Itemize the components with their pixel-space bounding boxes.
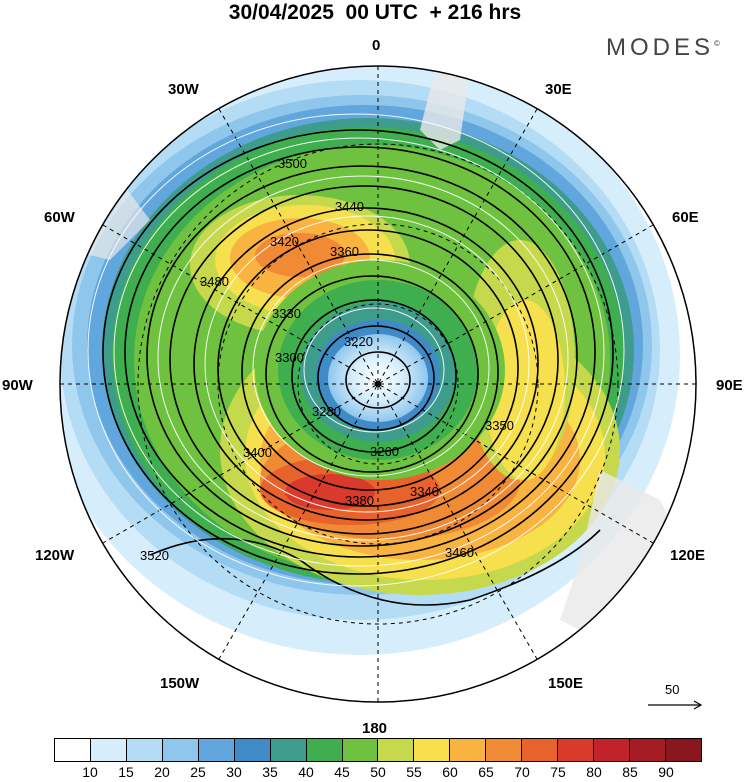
colorbar-swatch — [450, 739, 487, 761]
land-mass — [420, 66, 470, 150]
map-border — [59, 65, 697, 703]
colorbar-swatch — [234, 739, 271, 761]
colorbar-swatch — [414, 739, 451, 761]
map-title: 30/04/2025 00 UTC + 216 hrs — [228, 1, 522, 24]
contour-label: 3280 — [312, 404, 341, 419]
longitude-labels: 0 30E 60E 90E 120E 150E 180 150W 120W 90… — [2, 37, 743, 737]
colorbar-tick-label: 90 — [658, 764, 674, 780]
colorbar-swatch — [486, 739, 523, 761]
lon-label-90e: 90E — [716, 377, 743, 394]
colorbar-tick-label: 30 — [226, 764, 242, 780]
contour-label: 3340 — [410, 484, 439, 499]
contour-label: 3440 — [335, 199, 364, 214]
contour-label: 3350 — [485, 418, 514, 433]
colorbar-swatch — [522, 739, 559, 761]
colorbar-swatch — [126, 739, 163, 761]
colorbar-tick-label: 45 — [334, 764, 350, 780]
contour-label: 3500 — [278, 156, 307, 171]
contour-label: 3330 — [272, 306, 301, 321]
contour-label: 3360 — [330, 244, 359, 259]
colorbar-swatch — [342, 739, 379, 761]
contour-label: 3420 — [270, 234, 299, 249]
contour-labels: 3220 3260 3280 3300 3330 3340 3350 3360 … — [140, 156, 514, 563]
wind-reference-arrow — [648, 700, 703, 710]
colorbar-ticks: 10 15 20 25 30 35 40 45 50 55 60 65 70 75 80 85 90 — [54, 764, 702, 782]
contour-label: 3520 — [140, 548, 169, 563]
colorbar-tick-label: 25 — [190, 764, 206, 780]
colorbar-tick-label: 85 — [622, 764, 638, 780]
lon-label-150e: 150E — [548, 675, 583, 692]
brand-logo: MODES© — [606, 34, 720, 62]
colorbar-tick-label: 35 — [262, 764, 278, 780]
colorbar-swatch — [594, 739, 630, 761]
colorbar-swatch — [665, 739, 701, 761]
lon-label-0: 0 — [372, 37, 380, 54]
height-contours — [102, 129, 614, 606]
colorbar-tick-label: 65 — [478, 764, 494, 780]
colorbar-tick-label: 50 — [370, 764, 386, 780]
colorbar-tick-label: 75 — [550, 764, 566, 780]
colorbar-swatch — [558, 739, 595, 761]
colorbar-swatch — [270, 739, 307, 761]
colorbar-tick-label: 70 — [514, 764, 530, 780]
contour-label: 3220 — [344, 334, 373, 349]
lon-label-30e: 30E — [545, 81, 572, 98]
lon-label-30w: 30W — [168, 81, 200, 98]
brand-name: MODES — [606, 34, 715, 61]
colorbar-tick-label: 80 — [586, 764, 602, 780]
colorbar-tick-label: 15 — [118, 764, 134, 780]
colorbar-swatch — [306, 739, 343, 761]
graticule — [60, 66, 696, 702]
brand-mark: © — [714, 39, 720, 48]
colorbar-tick-label: 55 — [406, 764, 422, 780]
lon-label-60e: 60E — [672, 209, 699, 226]
contour-label: 3300 — [275, 350, 304, 365]
lon-label-120e: 120E — [670, 547, 705, 564]
colorbar-swatch — [55, 739, 91, 761]
colorbar-tick-label: 40 — [298, 764, 314, 780]
colorbar-swatch — [90, 739, 127, 761]
wind-reference-label: 50 — [665, 682, 680, 697]
lon-label-90w: 90W — [2, 377, 34, 394]
colorbar-swatch — [162, 739, 199, 761]
colorbar-tick-label: 60 — [442, 764, 458, 780]
lon-label-120w: 120W — [35, 547, 75, 564]
colorbar-tick-label: 10 — [82, 764, 98, 780]
contour-label: 3380 — [345, 493, 374, 508]
colorbar-tick-label: 20 — [154, 764, 170, 780]
contour-label: 3480 — [200, 274, 229, 289]
contour-label: 3260 — [370, 444, 399, 459]
lon-label-150w: 150W — [160, 675, 200, 692]
colorbar-swatch — [378, 739, 415, 761]
wind-streamlines — [87, 113, 625, 587]
contour-label: 3460 — [445, 545, 474, 560]
colorbar — [54, 738, 702, 762]
colorbar-swatch — [198, 739, 235, 761]
lon-label-180: 180 — [362, 720, 387, 737]
contour-label: 3400 — [243, 445, 272, 460]
lon-label-60w: 60W — [44, 209, 76, 226]
colorbar-swatch — [630, 739, 666, 761]
north-pole-marker — [375, 381, 381, 387]
